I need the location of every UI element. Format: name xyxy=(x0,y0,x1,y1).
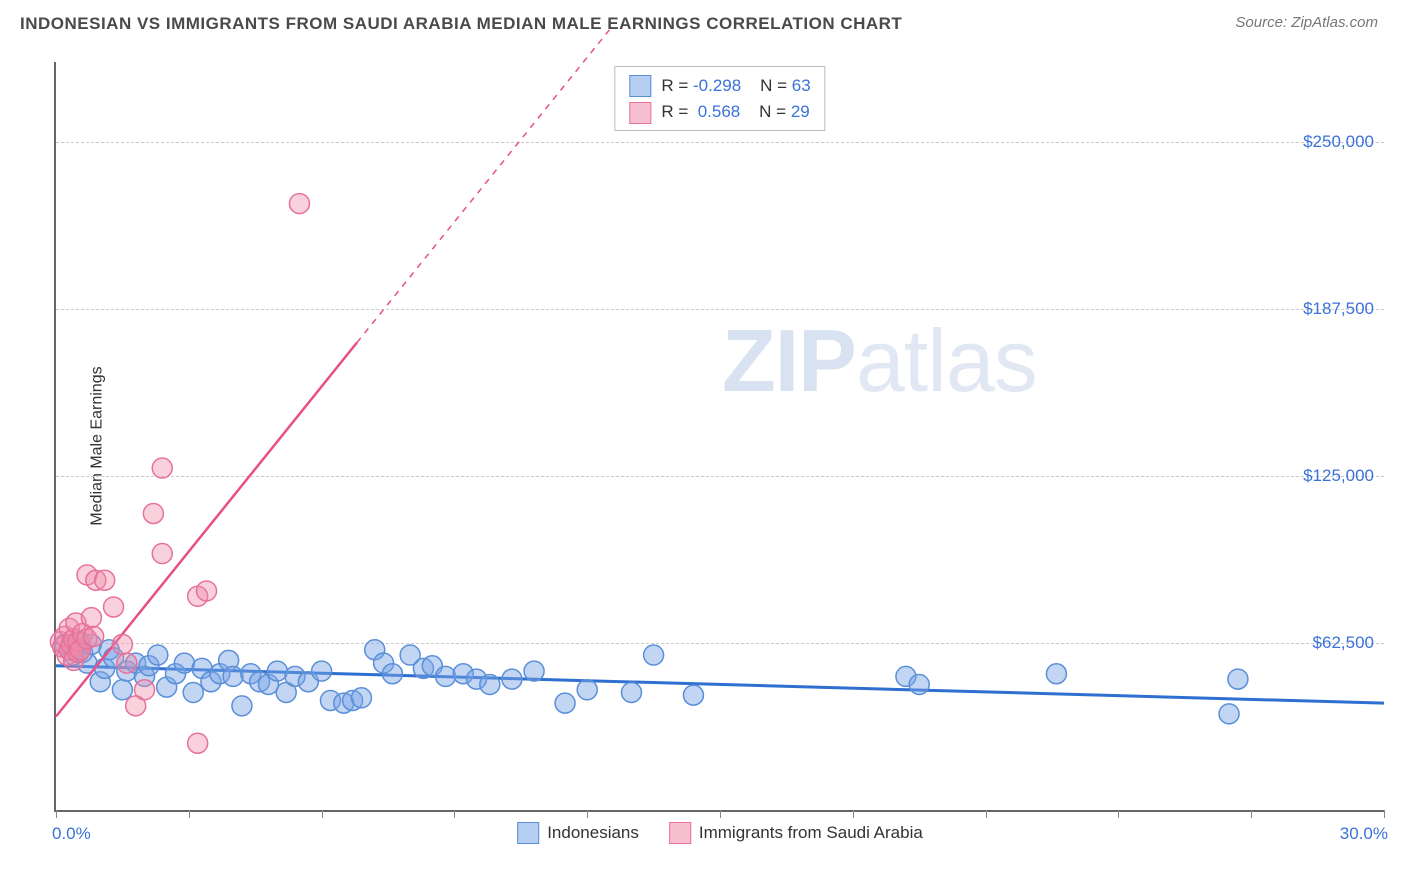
data-point xyxy=(174,653,194,673)
corr-pink-text: R = 0.568 N = 29 xyxy=(661,99,809,125)
x-axis-max: 30.0% xyxy=(1340,824,1388,844)
x-tick-mark xyxy=(189,810,190,818)
x-tick-mark xyxy=(1251,810,1252,818)
data-point xyxy=(621,682,641,702)
data-point xyxy=(436,666,456,686)
source-label: Source: xyxy=(1235,14,1287,31)
x-tick-mark xyxy=(720,810,721,818)
correlation-legend: R = -0.298 N = 63 R = 0.568 N = 29 xyxy=(614,66,825,131)
data-point xyxy=(351,688,371,708)
x-tick-mark xyxy=(322,810,323,818)
source-value: ZipAtlas.com xyxy=(1291,14,1378,31)
data-point xyxy=(644,645,664,665)
data-point xyxy=(143,503,163,523)
chart-title: INDONESIAN VS IMMIGRANTS FROM SAUDI ARAB… xyxy=(20,14,902,34)
data-point xyxy=(480,674,500,694)
data-point xyxy=(382,664,402,684)
legend-label-blue: Indonesians xyxy=(547,823,639,843)
data-point xyxy=(95,570,115,590)
data-point xyxy=(502,669,522,689)
data-point xyxy=(909,674,929,694)
corr-blue-text: R = -0.298 N = 63 xyxy=(661,73,810,99)
series-legend: Indonesians Immigrants from Saudi Arabia xyxy=(517,822,923,844)
data-point xyxy=(223,666,243,686)
data-point xyxy=(289,194,309,214)
data-point xyxy=(117,653,137,673)
x-tick-mark xyxy=(56,810,57,818)
legend-item-blue: Indonesians xyxy=(517,822,639,844)
data-point xyxy=(577,680,597,700)
data-point xyxy=(188,733,208,753)
data-point xyxy=(183,682,203,702)
swatch-blue xyxy=(629,75,651,97)
data-point xyxy=(555,693,575,713)
chart-source: Source: ZipAtlas.com xyxy=(1235,14,1386,31)
data-point xyxy=(148,645,168,665)
data-point xyxy=(84,626,104,646)
corr-row-pink: R = 0.568 N = 29 xyxy=(629,99,810,125)
data-point xyxy=(152,458,172,478)
data-point xyxy=(135,680,155,700)
legend-swatch-blue xyxy=(517,822,539,844)
data-point xyxy=(112,680,132,700)
x-tick-mark xyxy=(454,810,455,818)
x-axis-min: 0.0% xyxy=(52,824,91,844)
data-point xyxy=(524,661,544,681)
data-point xyxy=(152,544,172,564)
x-tick-mark xyxy=(1118,810,1119,818)
legend-swatch-pink xyxy=(669,822,691,844)
chart-svg xyxy=(56,62,1384,810)
plot-area: $62,500$125,000$187,500$250,000 ZIPatlas… xyxy=(54,62,1384,812)
data-point xyxy=(312,661,332,681)
chart-header: INDONESIAN VS IMMIGRANTS FROM SAUDI ARAB… xyxy=(0,0,1406,44)
x-tick-mark xyxy=(986,810,987,818)
x-tick-mark xyxy=(1384,810,1385,818)
data-point xyxy=(81,608,101,628)
swatch-pink xyxy=(629,102,651,124)
data-point xyxy=(197,581,217,601)
x-tick-mark xyxy=(853,810,854,818)
data-point xyxy=(1219,704,1239,724)
legend-label-pink: Immigrants from Saudi Arabia xyxy=(699,823,923,843)
data-point xyxy=(1228,669,1248,689)
trend-line xyxy=(357,30,609,343)
data-point xyxy=(1046,664,1066,684)
legend-item-pink: Immigrants from Saudi Arabia xyxy=(669,822,923,844)
data-point xyxy=(683,685,703,705)
x-tick-mark xyxy=(587,810,588,818)
corr-row-blue: R = -0.298 N = 63 xyxy=(629,73,810,99)
data-point xyxy=(267,661,287,681)
data-point xyxy=(112,634,132,654)
data-point xyxy=(232,696,252,716)
data-point xyxy=(104,597,124,617)
